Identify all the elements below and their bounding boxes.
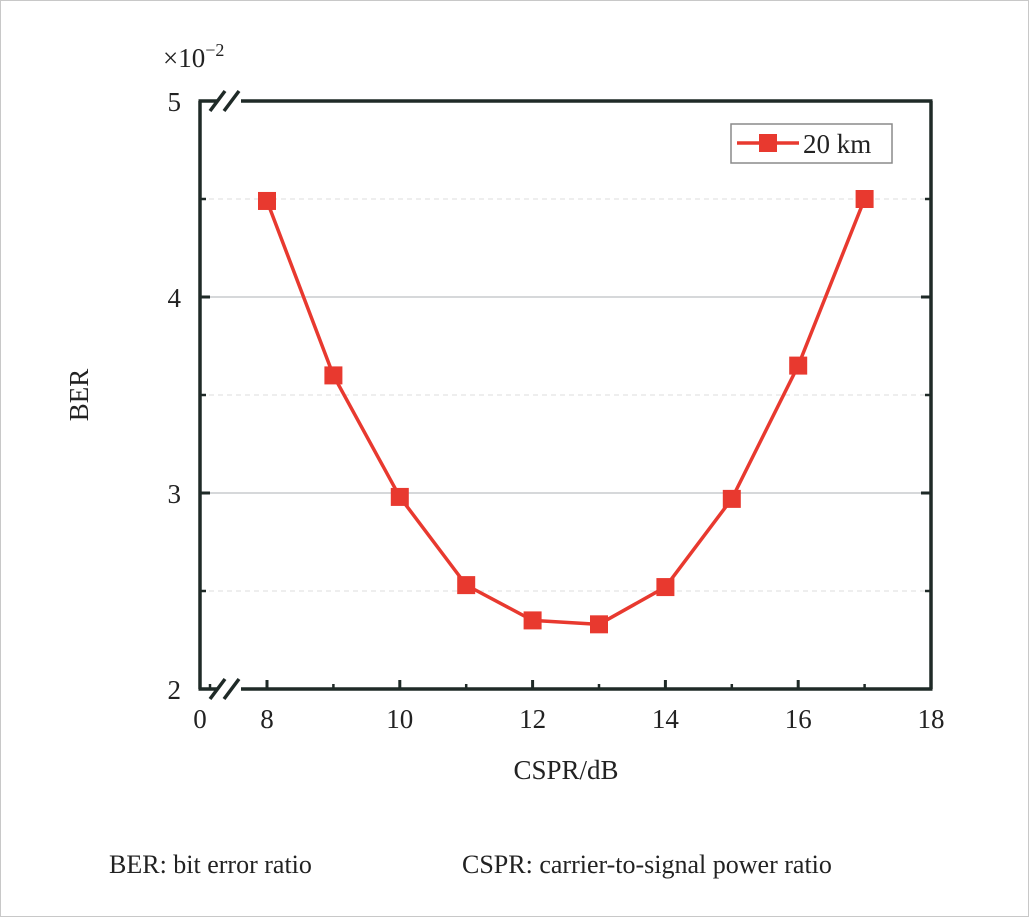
axis-break-mark <box>208 89 227 113</box>
legend: 20 km <box>730 123 893 164</box>
data-point-marker <box>789 356 808 375</box>
series-group <box>258 190 874 634</box>
data-point-marker <box>722 489 741 508</box>
y-tick-labels: 2 3 4 5 <box>168 87 182 705</box>
data-point-marker <box>324 366 343 385</box>
x-axis-title: CSPR/dB <box>513 755 618 785</box>
data-point-marker <box>390 487 409 506</box>
y-axis-title: BER <box>64 369 94 422</box>
x-tick-label: 18 <box>918 704 945 734</box>
caption-cspr: CSPR: carrier-to-signal power ratio <box>462 850 832 879</box>
data-point-marker <box>590 615 608 634</box>
y-tick-label: 3 <box>168 479 182 509</box>
x-tick-label: 8 <box>260 704 274 734</box>
legend-label: 20 km <box>803 129 871 159</box>
data-point-marker <box>523 611 542 630</box>
x-tick-label: 14 <box>652 704 680 734</box>
y-multiplier: ×10−2 <box>163 40 224 73</box>
series-line <box>265 198 867 627</box>
x-tick-labels: 0 8 10 12 14 16 18 <box>193 704 944 734</box>
data-point-marker <box>457 576 476 595</box>
data-point-marker <box>855 190 874 208</box>
y-multiplier-exponent: −2 <box>205 40 224 60</box>
y-tick-label: 4 <box>168 283 182 313</box>
x-tick-label: 12 <box>519 704 546 734</box>
axis-break-mark <box>222 677 241 701</box>
caption-ber: BER: bit error ratio <box>109 850 312 879</box>
legend-marker <box>759 134 777 152</box>
y-tick-label: 2 <box>168 675 182 705</box>
grid-lines <box>200 198 931 592</box>
tick-marks <box>200 197 931 689</box>
x-tick-label: 0 <box>193 704 207 734</box>
x-tick-label: 10 <box>386 704 413 734</box>
data-point-marker <box>258 191 276 210</box>
legend-box <box>730 123 893 164</box>
data-point-marker <box>656 578 675 597</box>
y-tick-label: 5 <box>168 87 182 117</box>
axis-break-mark <box>208 677 227 701</box>
x-tick-label: 16 <box>785 704 812 734</box>
axis-break-mark <box>222 89 241 113</box>
